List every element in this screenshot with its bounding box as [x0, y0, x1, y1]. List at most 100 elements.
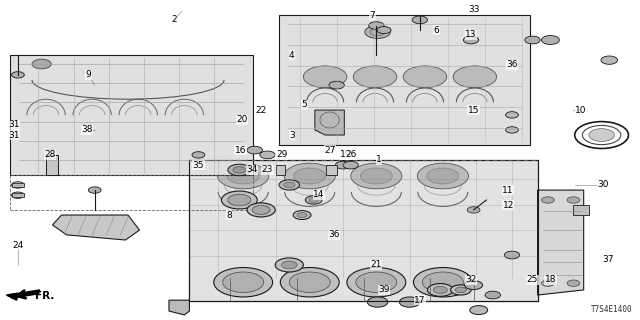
Circle shape: [433, 286, 447, 293]
Circle shape: [279, 180, 300, 190]
Circle shape: [309, 198, 318, 202]
Circle shape: [247, 146, 262, 154]
Polygon shape: [279, 15, 530, 145]
Circle shape: [422, 272, 463, 292]
Polygon shape: [315, 110, 344, 135]
Circle shape: [282, 261, 297, 269]
Text: 33: 33: [468, 5, 479, 14]
Circle shape: [370, 28, 385, 36]
Text: 7: 7: [370, 11, 375, 20]
Polygon shape: [52, 215, 140, 240]
Circle shape: [589, 129, 614, 141]
Circle shape: [289, 272, 330, 292]
Text: 6: 6: [434, 26, 439, 35]
Circle shape: [252, 205, 270, 214]
Circle shape: [88, 187, 101, 193]
Text: 35: 35: [193, 161, 204, 170]
Circle shape: [294, 168, 326, 184]
Circle shape: [356, 272, 397, 292]
Text: 25: 25: [527, 276, 538, 284]
Circle shape: [228, 164, 251, 176]
Circle shape: [280, 268, 339, 297]
Circle shape: [303, 66, 347, 88]
Circle shape: [260, 151, 275, 159]
Circle shape: [455, 287, 467, 293]
Circle shape: [335, 161, 351, 169]
Circle shape: [428, 284, 453, 296]
Text: 36: 36: [328, 230, 340, 239]
Text: 30: 30: [597, 180, 609, 189]
Text: 16: 16: [235, 146, 246, 155]
Circle shape: [403, 66, 447, 88]
Circle shape: [541, 36, 559, 44]
Circle shape: [367, 297, 388, 307]
Circle shape: [12, 72, 24, 78]
Polygon shape: [169, 300, 189, 315]
Text: 26: 26: [345, 150, 356, 159]
Circle shape: [347, 268, 406, 297]
Text: 11: 11: [502, 186, 514, 195]
Text: 34: 34: [246, 165, 258, 174]
Polygon shape: [10, 55, 253, 175]
Text: 23: 23: [262, 165, 273, 174]
Circle shape: [541, 197, 554, 203]
Polygon shape: [12, 290, 40, 298]
Circle shape: [601, 56, 618, 64]
Text: 24: 24: [12, 241, 24, 250]
Circle shape: [369, 22, 384, 29]
Text: FR.: FR.: [35, 291, 54, 301]
Circle shape: [567, 280, 580, 286]
Text: 31: 31: [8, 120, 20, 129]
Circle shape: [485, 291, 500, 299]
Circle shape: [506, 112, 518, 118]
Circle shape: [228, 194, 251, 206]
Text: 27: 27: [324, 146, 336, 155]
Circle shape: [305, 196, 322, 204]
Polygon shape: [6, 293, 18, 300]
Text: 1: 1: [376, 156, 381, 164]
Text: 8: 8: [227, 211, 232, 220]
Circle shape: [451, 285, 471, 295]
Circle shape: [343, 161, 358, 169]
Circle shape: [223, 272, 264, 292]
Circle shape: [413, 268, 472, 297]
Text: 29: 29: [276, 150, 287, 159]
Text: 38: 38: [81, 125, 93, 134]
Text: 19: 19: [340, 150, 351, 159]
Polygon shape: [189, 160, 538, 301]
Circle shape: [541, 280, 554, 286]
Text: 28: 28: [44, 150, 56, 159]
Circle shape: [293, 211, 311, 220]
Circle shape: [465, 281, 483, 290]
Text: 15: 15: [468, 106, 479, 115]
Circle shape: [32, 59, 51, 69]
Circle shape: [218, 163, 269, 189]
Circle shape: [427, 168, 459, 184]
Text: 14: 14: [313, 190, 324, 199]
FancyArrowPatch shape: [19, 292, 36, 296]
Text: 22: 22: [255, 106, 267, 115]
Circle shape: [360, 168, 392, 184]
Circle shape: [353, 66, 397, 88]
Circle shape: [329, 81, 344, 89]
Bar: [46, 155, 58, 175]
Text: 36: 36: [506, 60, 518, 69]
Circle shape: [275, 258, 303, 272]
Text: T7S4E1400: T7S4E1400: [591, 305, 632, 314]
Circle shape: [417, 163, 468, 189]
Bar: [326, 165, 337, 175]
Circle shape: [470, 306, 488, 315]
Text: 2: 2: [172, 15, 177, 24]
Text: 4: 4: [289, 51, 294, 60]
Circle shape: [284, 182, 295, 188]
Text: 13: 13: [465, 30, 477, 39]
Circle shape: [453, 66, 497, 88]
Circle shape: [12, 192, 24, 198]
Text: 12: 12: [502, 201, 514, 210]
Text: 32: 32: [465, 276, 477, 284]
Polygon shape: [538, 190, 584, 295]
Circle shape: [412, 16, 428, 24]
Text: 18: 18: [545, 276, 556, 284]
Bar: [12, 193, 24, 197]
Circle shape: [377, 27, 391, 34]
